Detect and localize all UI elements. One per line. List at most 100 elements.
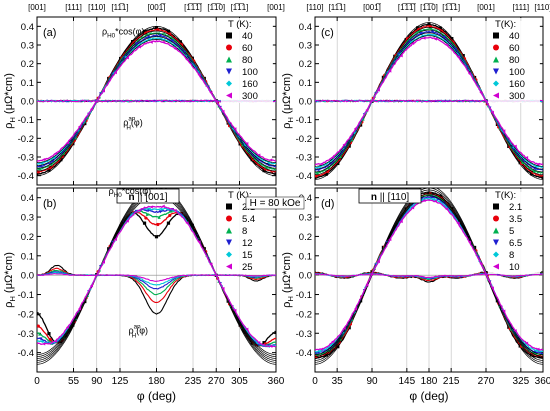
data-point — [467, 72, 472, 76]
data-point — [440, 29, 444, 33]
top-direction-label: [110] — [306, 3, 323, 12]
legend-marker — [226, 44, 232, 51]
legend-entry: 60 — [509, 43, 520, 54]
top-direction-label: [110] — [534, 3, 550, 12]
top-direction-label: [001̅] — [363, 3, 382, 12]
data-point — [523, 157, 527, 162]
y-tick-label: -0.2 — [18, 309, 34, 320]
data-point — [502, 309, 506, 313]
legend-marker — [493, 227, 499, 234]
data-point — [513, 329, 517, 333]
data-point — [77, 307, 82, 311]
y-tick-label: 0.1 — [21, 78, 34, 89]
panel-b: 0 55 90 125 180 235 270 305 360 -0.4 -0.3 -0.2 -0.1 0… — [3, 186, 285, 403]
data-point — [331, 155, 335, 159]
data-point — [319, 162, 323, 166]
data-point — [433, 199, 437, 203]
top-direction-label: [110] — [88, 3, 105, 12]
data-point — [336, 161, 340, 166]
legend-entry: 8 — [509, 250, 514, 261]
data-point — [532, 169, 536, 173]
legend-entry: 10 — [509, 262, 520, 273]
y-tick-label: 0.4 — [299, 22, 312, 33]
data-point — [445, 43, 449, 47]
y-axis-label: ρH (μΩ*cm) — [281, 252, 295, 308]
data-point — [521, 343, 525, 347]
legend-title: T(K): — [495, 190, 516, 201]
data-point — [269, 158, 273, 162]
data-point — [142, 221, 147, 225]
legend-entry: 6.5 — [509, 238, 522, 249]
data-point — [456, 55, 460, 59]
legend-marker — [493, 263, 499, 270]
x-tick-label: 180 — [148, 376, 165, 387]
y-tick-label: 0.3 — [21, 213, 34, 224]
data-point — [429, 27, 434, 31]
data-point — [267, 161, 271, 165]
data-point — [257, 341, 261, 345]
data-point — [443, 39, 448, 44]
reference-curve — [315, 195, 543, 355]
y-axis-label-group: ρH (μΩ*cm) — [3, 252, 17, 308]
data-point — [410, 41, 415, 45]
y-tick-label: 0.2 — [21, 232, 34, 243]
data-point — [338, 154, 342, 159]
data-point — [149, 205, 153, 209]
orientation-box — [358, 188, 422, 204]
data-point — [274, 330, 276, 335]
y-tick-label: -0.2 — [18, 134, 34, 145]
top-direction-label: [1̅1̅0] — [420, 3, 438, 12]
data-point — [422, 36, 426, 40]
top-direction-label: [1̅1̅0] — [207, 3, 225, 12]
data-point — [421, 198, 425, 202]
data-point — [456, 221, 460, 225]
data-point — [168, 213, 172, 218]
x-axis-label: φ (deg) — [137, 389, 176, 403]
legend-entry: 60 — [242, 43, 253, 54]
data-point — [479, 90, 483, 95]
reference-curve — [315, 32, 543, 170]
y-tick-label: -0.1 — [18, 115, 34, 126]
x-tick-label: 180 — [421, 376, 438, 387]
x-axis-label: φ (deg) — [409, 389, 448, 403]
data-point — [262, 341, 266, 345]
data-point — [245, 327, 249, 331]
legend-marker — [493, 80, 499, 87]
x-tick-label: 305 — [231, 376, 248, 387]
y-axis-label: ρH (μΩ*cm) — [3, 252, 17, 308]
legend-marker — [493, 56, 499, 63]
data-point — [524, 155, 529, 160]
data-point — [125, 56, 129, 60]
legend-marker — [226, 80, 232, 87]
data-point — [536, 347, 540, 351]
series-line — [315, 36, 543, 166]
data-point — [397, 52, 401, 56]
data-point — [353, 307, 358, 311]
data-point — [209, 262, 213, 266]
data-point — [166, 221, 171, 225]
data-layer — [315, 188, 543, 365]
data-point — [269, 344, 273, 348]
y-tick-label: 0.0 — [299, 271, 312, 282]
x-tick-label: 270 — [208, 376, 225, 387]
data-point — [427, 22, 431, 26]
data-point — [315, 171, 320, 175]
y-tick-label: -0.2 — [296, 134, 312, 145]
data-point — [160, 207, 164, 211]
data-point — [170, 39, 175, 43]
data-point — [182, 50, 186, 54]
legend-marker — [493, 92, 499, 99]
legend-entry: 160 — [242, 79, 258, 90]
legend-entry: 300 — [509, 91, 525, 102]
data-point — [431, 30, 435, 34]
data-point — [419, 32, 423, 36]
top-direction-label: [11̅1] — [329, 3, 346, 12]
data-point — [399, 219, 403, 224]
y-tick-label: -0.3 — [18, 329, 34, 340]
data-point — [166, 29, 171, 33]
data-point — [521, 160, 525, 164]
data-point — [53, 151, 58, 156]
y-tick-label: 0.2 — [21, 59, 34, 70]
data-point — [502, 129, 506, 133]
data-point — [331, 340, 335, 344]
